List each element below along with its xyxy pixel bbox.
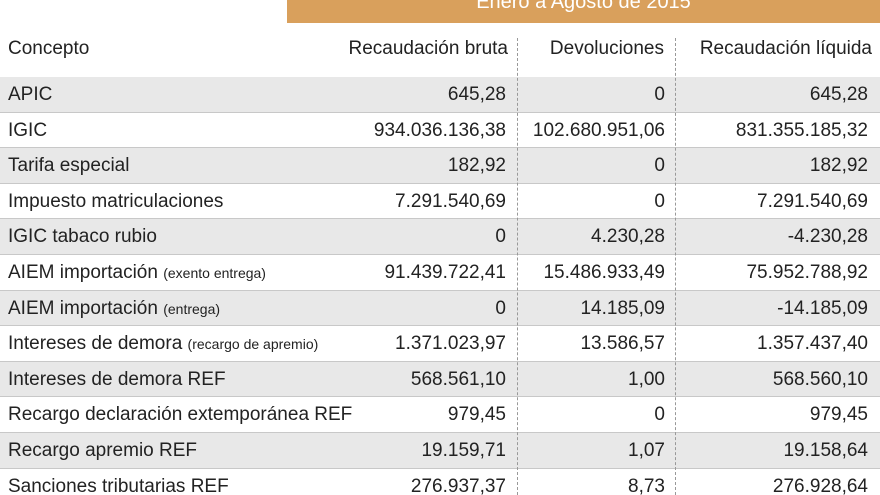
concept-text: Intereses de demora REF (8, 368, 226, 390)
concept-text: IGIC tabaco rubio (8, 226, 157, 248)
table-row: Recargo declaración extemporánea REF 979,… (0, 397, 880, 433)
concept-note: (entrega) (163, 300, 221, 317)
concept-text: Intereses de demora (8, 333, 183, 355)
table-row: Sanciones tributarias REF 276.937,37 8,73 2… (0, 468, 880, 495)
refunds-cell: 0 (654, 155, 665, 177)
refunds-cell: 4.230,28 (591, 226, 665, 248)
concept-note: (recargo de apremio) (187, 336, 319, 353)
refunds-cell: 15.486.933,49 (543, 262, 665, 283)
refunds-cell: 13.586,57 (580, 333, 665, 355)
gross-cell: 0 (495, 226, 506, 248)
refunds-cell: 0 (654, 404, 665, 426)
gross-cell: 979,45 (447, 404, 506, 426)
concept-cell: IGIC (8, 113, 47, 148)
net-cell: 19.158,64 (783, 440, 868, 461)
concept-cell: Recargo declaración extemporánea REF (8, 397, 352, 432)
concept-cell: Intereses de demora REF (8, 362, 226, 397)
table-row: Intereses de demora REF 568.561,10 1,00 568… (0, 361, 880, 398)
gross-cell: 91.439.722,41 (384, 262, 506, 283)
gross-cell: 276.937,37 (410, 475, 506, 495)
concept-text: Recargo apremio REF (8, 440, 198, 461)
table-row: APIC 645,28 0 645,28 (0, 77, 880, 113)
period-title: Enero a Agosto de 2015 (476, 0, 691, 13)
net-cell: 831.355.185,32 (735, 119, 868, 141)
net-cell: -4.230,28 (787, 226, 868, 248)
refunds-cell: 102.680.951,06 (532, 119, 665, 141)
concept-text: Impuesto matriculaciones (8, 190, 224, 212)
gross-cell: 1.371.023,97 (395, 333, 506, 355)
net-cell: 75.952.788,92 (746, 262, 868, 283)
table-row: Intereses de demora (recargo de apremio)… (0, 326, 880, 362)
table-row: IGIC 934.036.136,38 102.680.951,06 831.355.… (0, 112, 880, 149)
gross-cell: 7.291.540,69 (395, 190, 506, 212)
gross-cell: 934.036.136,38 (373, 119, 506, 141)
refunds-cell: 1,00 (628, 368, 665, 390)
table-row: IGIC tabaco rubio 0 4.230,28 -4.230,28 (0, 219, 880, 255)
concept-text: AIEM importación (8, 262, 158, 283)
concept-text: Recargo declaración extemporánea REF (8, 404, 353, 426)
period-band: Enero a Agosto de 2015 (287, 0, 880, 23)
concept-text: IGIC (8, 119, 48, 141)
concept-text: AIEM importación (8, 297, 158, 319)
column-divider (675, 38, 676, 495)
concept-cell: APIC (8, 77, 52, 112)
table-row: AIEM importación (exento entrega) 91.439.… (0, 255, 880, 291)
concept-text: Tarifa especial (8, 155, 130, 177)
concept-cell: IGIC tabaco rubio (8, 219, 157, 254)
concept-text: Sanciones tributarias REF (8, 475, 229, 495)
table-row: Impuesto matriculaciones 7.291.540,69 0 7.2… (0, 183, 880, 220)
gross-cell: 0 (495, 297, 506, 319)
table-row: Tarifa especial 182,92 0 182,92 (0, 148, 880, 184)
table-row: AIEM importación (entrega) 0 14.185,09 -14.… (0, 290, 880, 327)
net-cell: 182,92 (809, 155, 868, 177)
net-cell: 645,28 (809, 84, 868, 105)
concept-text: APIC (8, 84, 53, 105)
concept-cell: Sanciones tributarias REF (8, 469, 229, 495)
column-header: Recaudación líquida (699, 38, 872, 59)
concept-note: (exento entrega) (163, 265, 266, 281)
net-cell: 7.291.540,69 (757, 190, 868, 212)
net-cell: 276.928,64 (772, 475, 868, 495)
gross-cell: 645,28 (447, 84, 506, 105)
concept-cell: Tarifa especial (8, 148, 129, 183)
gross-cell: 568.561,10 (410, 368, 506, 390)
column-header: Concepto (8, 38, 90, 59)
concept-cell: Impuesto matriculaciones (8, 184, 223, 219)
net-cell: -14.185,09 (777, 297, 868, 319)
refunds-cell: 0 (654, 190, 665, 212)
table-row: Recargo apremio REF 19.159,71 1,07 19.158,6… (0, 433, 880, 469)
net-cell: 1.357.437,40 (757, 333, 868, 355)
gross-cell: 19.159,71 (421, 440, 506, 461)
column-divider (517, 38, 518, 495)
refunds-cell: 14.185,09 (580, 297, 665, 319)
column-header: Devoluciones (549, 38, 664, 59)
net-cell: 979,45 (809, 404, 868, 426)
net-cell: 568.560,10 (772, 368, 868, 390)
concept-cell: AIEM importación (entrega) (8, 291, 220, 327)
refunds-cell: 0 (654, 84, 665, 105)
concept-cell: AIEM importación (exento entrega) (8, 255, 266, 291)
concept-cell: Recargo apremio REF (8, 433, 197, 468)
refunds-cell: 1,07 (628, 440, 665, 461)
gross-cell: 182,92 (447, 155, 506, 177)
refunds-cell: 8,73 (628, 475, 665, 495)
concept-cell: Intereses de demora (recargo de apremio) (8, 326, 318, 362)
column-header: Recaudación bruta (348, 38, 509, 59)
